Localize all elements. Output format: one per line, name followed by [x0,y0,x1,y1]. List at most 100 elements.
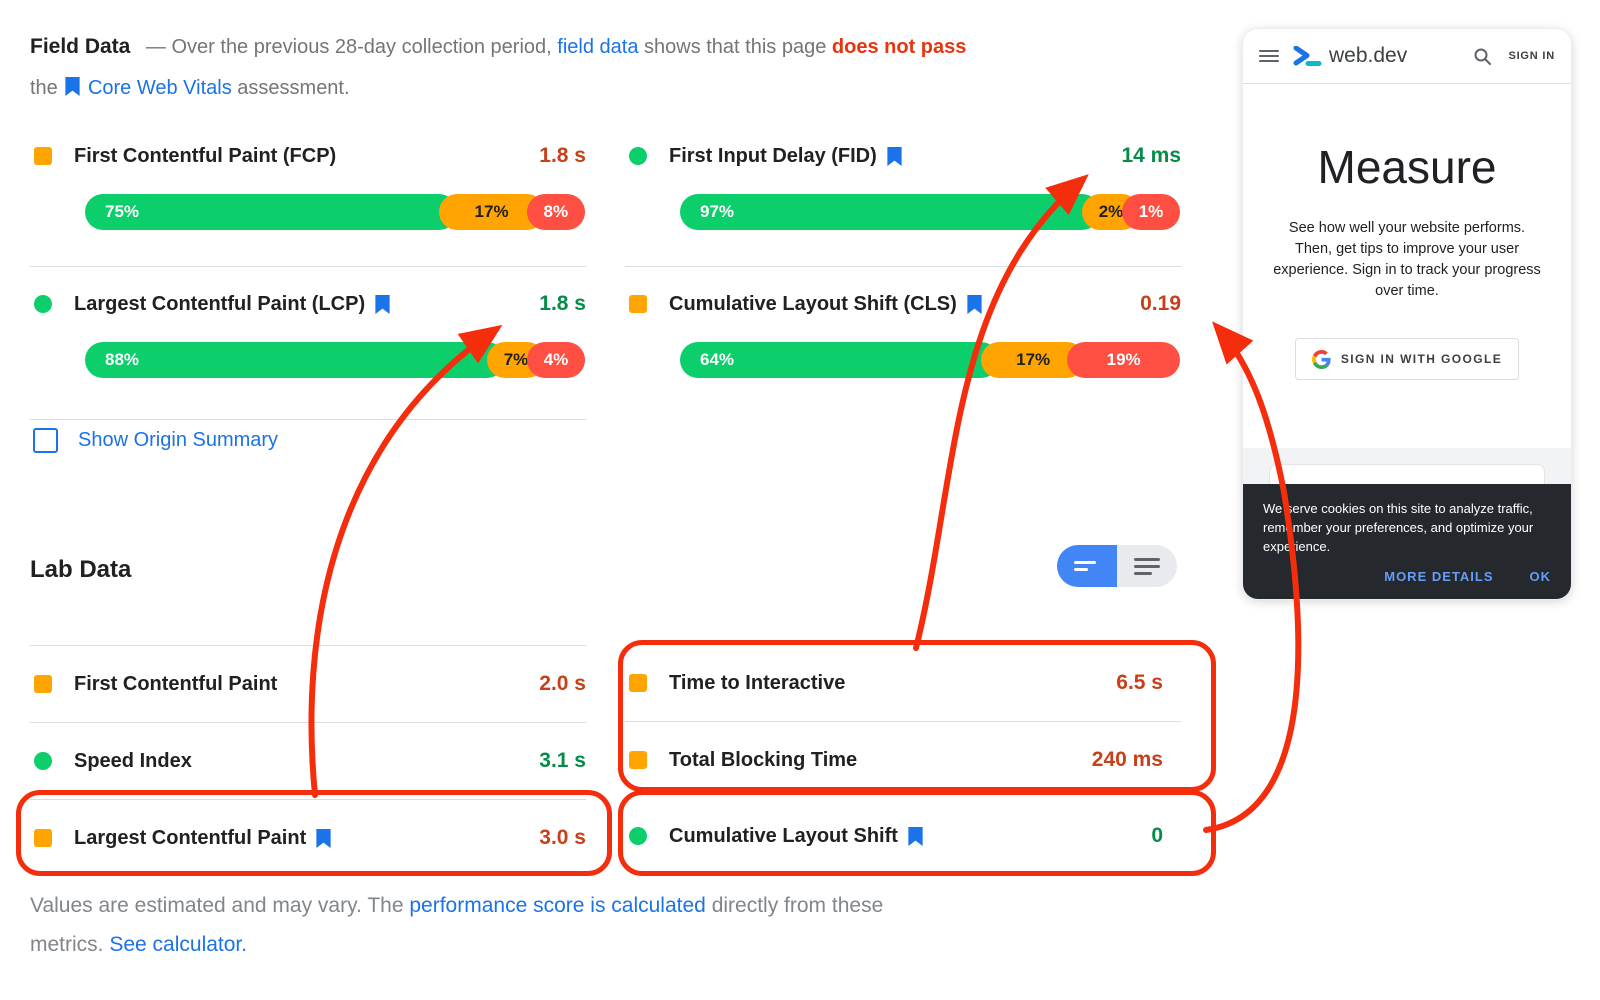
lab-metrics-right: Time to Interactive 6.5 s Total Blocking… [625,645,1181,874]
arrow-lab-tti-to-field-fid [913,174,1089,651]
cookie-banner: We serve cookies on this site to analyze… [1243,484,1571,599]
header-separator: — [145,36,166,58]
search-icon[interactable] [1473,47,1492,66]
field-metric-lcp: Largest Contentful Paint (LCP) 1.8 s 88%… [30,290,586,378]
measure-page: Measure See how well your website perfor… [1243,140,1571,380]
bookmark-icon [887,146,902,166]
origin-summary-label[interactable]: Show Origin Summary [78,429,279,451]
header-text: shows that this page [644,36,827,58]
core-web-vitals-link[interactable]: Core Web Vitals [87,77,232,99]
bar-segment-good: 64% [680,342,999,378]
field-data-title: Field Data [30,35,131,58]
lab-metric-lcp: Largest Contentful Paint 3.0 s [30,800,586,876]
field-metric-cls: Cumulative Layout Shift (CLS) 0.19 64% 1… [625,290,1181,378]
lcp-value: 3.0 s [539,826,586,849]
footer-text: directly from these [711,894,884,917]
speed-index-label: Speed Index [74,749,192,772]
cookie-text: We serve cookies on this site to analyze… [1263,501,1534,554]
cls-label: Cumulative Layout Shift (CLS) [669,292,957,315]
cls-value: 0.19 [1140,292,1181,315]
origin-summary-checkbox[interactable] [33,428,58,453]
fid-value: 14 ms [1121,144,1181,167]
bar-segment-poor: 4% [527,342,585,378]
tbt-status-icon [629,751,647,769]
field-metric-fid: First Input Delay (FID) 14 ms 97% 2% 1% [625,142,1181,230]
fcp-distribution-bar: 75% 17% 8% [85,194,585,230]
footer-text: metrics. [30,933,104,956]
measure-title: Measure [1317,141,1497,193]
expanded-view-button[interactable] [1117,545,1177,587]
see-calculator-link[interactable]: See calculator. [109,933,248,956]
lab-metric-tti: Time to Interactive 6.5 s [625,645,1181,722]
fid-label: First Input Delay (FID) [669,144,877,167]
header-text: assessment. [237,77,350,99]
cls-label: Cumulative Layout Shift [669,824,898,847]
lab-metric-tbt: Total Blocking Time 240 ms [625,722,1181,798]
footer-note: Values are estimated and may vary. The p… [30,886,1130,964]
tbt-value: 240 ms [1091,748,1163,771]
webdev-phone-mockup: web.dev SIGN IN Measure See how well you… [1242,28,1572,600]
field-data-header: Field Data — Over the previous 28-day co… [30,26,1200,111]
fcp-status-icon [34,147,52,165]
bookmark-icon [908,826,923,846]
divider [625,266,1181,267]
divider [30,266,586,267]
google-button-label: SIGN IN WITH GOOGLE [1340,352,1503,366]
tbt-label: Total Blocking Time [669,748,858,771]
lab-data-title: Lab Data [30,556,132,583]
lab-metrics-left: First Contentful Paint 2.0 s Speed Index… [30,645,586,876]
lab-metric-speed-index: Speed Index 3.1 s [30,723,586,800]
lab-view-toggle[interactable] [1057,545,1177,587]
show-origin-summary[interactable]: Show Origin Summary [33,428,278,453]
sign-in-with-google-button[interactable]: SIGN IN WITH GOOGLE [1295,338,1519,380]
menu-icon[interactable] [1259,50,1279,62]
fcp-value: 1.8 s [539,144,586,167]
bookmark-icon [65,70,80,111]
ok-button[interactable]: OK [1529,569,1551,584]
performance-score-link[interactable]: performance score is calculated [409,894,706,917]
lcp-label: Largest Contentful Paint (LCP) [74,292,366,315]
bar-segment-poor: 8% [526,194,585,230]
field-metric-fcp: First Contentful Paint (FCP) 1.8 s 75% 1… [30,142,586,230]
divider [30,419,586,420]
measure-description: See how well your website performs. Then… [1273,220,1541,299]
fid-status-icon [629,147,647,165]
compact-view-button[interactable] [1057,545,1117,587]
google-logo-icon [1311,349,1331,369]
tti-status-icon [629,674,647,692]
bar-segment-good: 88% [85,342,505,378]
cls-status-icon [629,827,647,845]
lab-metric-fcp: First Contentful Paint 2.0 s [30,646,586,723]
lcp-value: 1.8 s [539,292,586,315]
phone-sign-in[interactable]: SIGN IN [1508,50,1555,62]
header-text: the [30,77,58,99]
footer-text: Values are estimated and may vary. The [30,894,404,917]
lcp-status-icon [34,829,52,847]
fcp-value: 2.0 s [539,672,586,695]
lcp-status-icon [34,295,52,313]
fid-distribution-bar: 97% 2% 1% [680,194,1180,230]
bar-segment-poor: 1% [1122,194,1180,230]
bar-segment-good: 75% [85,194,457,230]
fcp-status-icon [34,675,52,693]
bookmark-icon [967,294,982,314]
webdev-logo-icon [1293,46,1322,66]
does-not-pass-text: does not pass [831,36,967,58]
more-details-button[interactable]: MORE DETAILS [1384,569,1494,584]
field-data-link[interactable]: field data [557,36,639,58]
lcp-distribution-bar: 88% 7% 4% [85,342,585,378]
fcp-label: First Contentful Paint (FCP) [74,144,337,167]
bookmark-icon [375,294,390,314]
speed-index-status-icon [34,752,52,770]
bar-segment-poor: 19% [1067,342,1180,378]
lcp-label: Largest Contentful Paint [74,826,307,849]
webdev-brand[interactable]: web.dev [1329,44,1408,67]
tti-value: 6.5 s [1116,671,1163,694]
lab-metric-cls: Cumulative Layout Shift 0 [625,798,1181,874]
phone-header: web.dev SIGN IN [1243,29,1571,84]
speed-index-value: 3.1 s [539,749,586,772]
cls-status-icon [629,295,647,313]
cls-value: 0 [1151,824,1163,847]
cls-distribution-bar: 64% 17% 19% [680,342,1180,378]
